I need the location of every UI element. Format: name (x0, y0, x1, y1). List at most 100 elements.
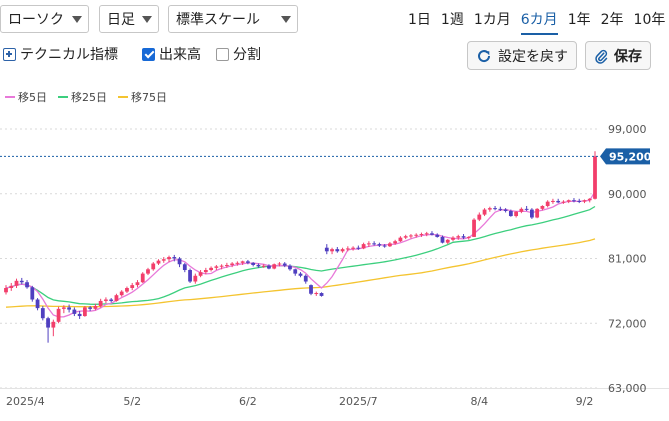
candle-body (98, 300, 103, 306)
tab-1d[interactable]: 1日 (408, 12, 431, 28)
technical-indicator-toggle[interactable]: テクニカル指標 (3, 44, 118, 64)
tab-2y[interactable]: 2年 (600, 12, 624, 28)
candle-body (282, 263, 287, 266)
candle-body (114, 295, 119, 301)
last-price-badge (600, 148, 650, 165)
candle-body (214, 266, 219, 268)
interval-select[interactable]: 日足 (99, 5, 159, 33)
candle-body (372, 243, 377, 245)
candle-body (119, 291, 124, 296)
candle-body (566, 200, 571, 202)
ma25-line (5, 205, 596, 305)
save-button[interactable]: 保存 (585, 41, 651, 70)
x-tick-label: 5/2 (123, 395, 141, 408)
candle-body (135, 282, 140, 286)
candle-body (82, 307, 87, 317)
legend-item-ma5: 移5日 (5, 89, 47, 105)
candle-body (146, 269, 150, 274)
candle-body (272, 264, 277, 269)
candle-body (388, 243, 392, 247)
candle-body (151, 263, 156, 270)
y-tick-label: 63,000 (608, 382, 647, 395)
legend-swatch-ma5 (5, 96, 15, 98)
tab-1y[interactable]: 1年 (567, 12, 591, 28)
candle-body (414, 234, 419, 236)
candle-body (514, 211, 519, 217)
reset-label: 設定を戻す (498, 48, 568, 65)
x-tick-label: 8/4 (470, 395, 488, 408)
legend-item-ma25: 移25日 (58, 89, 107, 105)
split-label: 分割 (233, 47, 261, 63)
candle-body (356, 247, 361, 249)
chevron-down-icon (72, 15, 82, 23)
candle-body (267, 265, 271, 269)
candle-body (288, 265, 292, 270)
candle-body (314, 293, 319, 295)
candle-body (319, 293, 324, 296)
ma-legend: 移5日 移25日 移75日 (5, 89, 178, 105)
candle-body (424, 233, 429, 235)
candle-body (472, 219, 476, 237)
y-tick-label: 99,000 (608, 123, 647, 136)
candle-body (167, 257, 171, 260)
candle-body (35, 299, 40, 309)
candle-body (104, 299, 108, 301)
candle-body (309, 285, 313, 294)
candle-body (393, 241, 398, 244)
candle-body (4, 287, 8, 293)
tab-1w[interactable]: 1週 (440, 12, 464, 28)
candle-body (587, 198, 592, 201)
candle-body (561, 201, 566, 203)
candle-body (109, 299, 114, 301)
candle-body (93, 305, 98, 309)
paperclip-icon (595, 49, 608, 64)
x-axis: 2025/4 5/2 6/2 2025/7 8/4 9/2 (6, 395, 593, 408)
candle-body (224, 264, 229, 266)
candle-body (535, 208, 540, 218)
volume-checkbox[interactable]: 出来高 (142, 44, 201, 64)
legend-label-ma75: 移75日 (131, 91, 167, 104)
candle-body (540, 205, 545, 209)
candle-body (193, 275, 198, 282)
split-checkbox[interactable]: 分割 (216, 44, 261, 64)
chevron-down-icon (142, 15, 152, 23)
candle-body (256, 264, 261, 267)
chart-type-select[interactable]: ローソク (0, 5, 89, 33)
candle-body (25, 282, 29, 288)
refresh-icon (478, 49, 491, 62)
candle-body (335, 249, 340, 252)
candle-body (545, 201, 550, 206)
candle-body (345, 248, 350, 250)
candle-body (235, 262, 240, 264)
tab-10y[interactable]: 10年 (633, 12, 666, 28)
candle-body (398, 237, 403, 242)
ma75-line (5, 238, 596, 308)
legend-swatch-ma25 (58, 96, 68, 98)
ma5-line (5, 191, 596, 318)
candle-body (593, 156, 597, 199)
technical-label: テクニカル指標 (20, 47, 118, 63)
candle-body (277, 263, 282, 265)
candle-body (240, 261, 245, 263)
reset-settings-button[interactable]: 設定を戻す (467, 41, 577, 70)
tab-6m[interactable]: 6カ月 (520, 9, 558, 35)
candle-body (198, 272, 203, 276)
moving-averages (5, 191, 596, 318)
candle-body (409, 235, 413, 237)
scale-value: 標準スケール (176, 12, 260, 28)
candle-body (582, 200, 587, 202)
candle-body (361, 244, 366, 249)
candle-body (293, 269, 298, 274)
tab-1m[interactable]: 1カ月 (473, 12, 511, 28)
candle-body (451, 237, 455, 240)
candle-body (303, 275, 308, 282)
candle-body (440, 236, 445, 243)
scale-select[interactable]: 標準スケール (168, 5, 298, 33)
plus-square-icon (3, 47, 16, 61)
candle-body (209, 267, 213, 271)
candle-body (219, 265, 224, 267)
candle-body (125, 287, 129, 292)
candle-body (330, 249, 334, 252)
candle-body (430, 233, 434, 235)
